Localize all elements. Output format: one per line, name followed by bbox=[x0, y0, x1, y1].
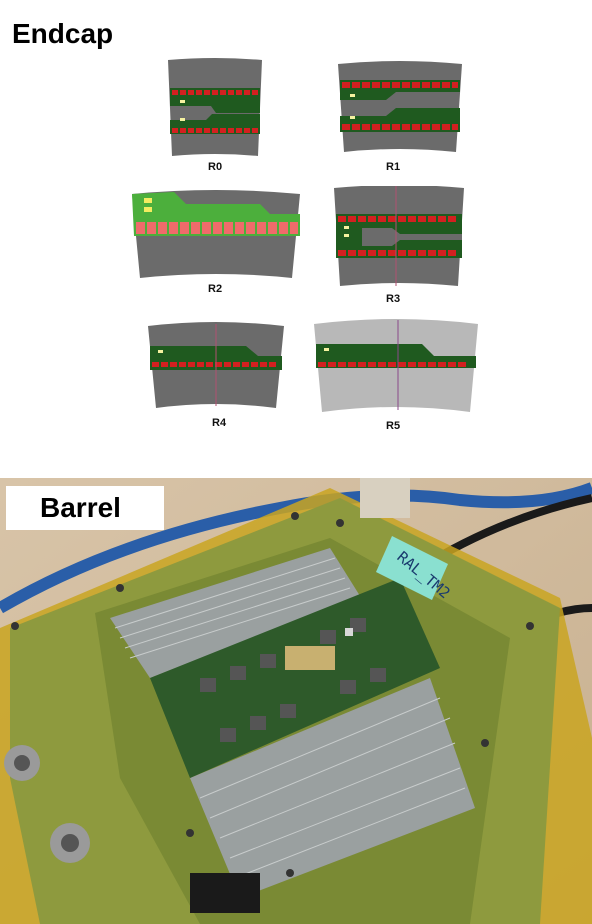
module-r4-label: R4 bbox=[212, 417, 227, 429]
module-r2-drawing bbox=[132, 190, 300, 278]
barrel-photo-drawing bbox=[0, 478, 592, 924]
barrel-label-box bbox=[6, 486, 164, 530]
module-r3 bbox=[332, 186, 466, 290]
module-r0 bbox=[166, 58, 264, 158]
module-r5-label: R5 bbox=[386, 420, 401, 432]
barrel-title: Barrel bbox=[40, 492, 121, 523]
module-r3-label: R3 bbox=[386, 293, 401, 305]
module-r0-drawing bbox=[168, 58, 262, 156]
barrel-module-photo bbox=[0, 478, 592, 924]
module-r1 bbox=[336, 60, 464, 156]
module-r1-drawing bbox=[338, 61, 462, 152]
module-r5 bbox=[312, 318, 480, 416]
module-r1-label: R1 bbox=[386, 161, 401, 173]
module-r3-drawing bbox=[334, 186, 464, 286]
module-r2-label: R2 bbox=[208, 283, 223, 295]
module-r4 bbox=[146, 320, 286, 412]
module-r0-label: R0 bbox=[208, 161, 223, 173]
module-r5-drawing bbox=[314, 319, 478, 412]
endcap-title: Endcap bbox=[12, 18, 114, 49]
module-r2 bbox=[130, 190, 302, 282]
module-r4-drawing bbox=[148, 322, 284, 408]
